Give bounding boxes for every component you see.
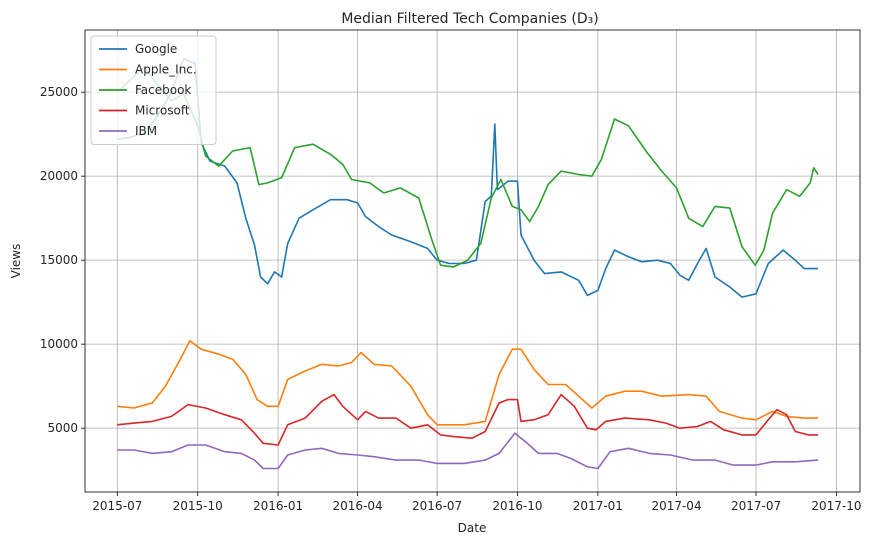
legend-label: Facebook [135,83,191,97]
y-tick-label: 25000 [40,85,78,99]
x-tick-label: 2016-10 [492,499,542,513]
legend: Google Apple_Inc. Facebook Microsoft IBM [90,35,217,145]
legend-box [90,35,217,145]
y-tick-label: 15000 [40,253,78,267]
x-tick-label: 2015-10 [173,499,223,513]
grid [85,30,860,492]
x-tick-label: 2016-01 [253,499,303,513]
x-axis: 2015-07 2015-10 2016-01 2016-04 2016-07 2016-… [92,492,861,513]
legend-label: Google [135,42,177,56]
x-tick-label: 2016-04 [333,499,383,513]
x-tick-label: 2017-01 [573,499,623,513]
series-line-apple-inc [117,339,819,426]
chart-title: Median Filtered Tech Companies (D₃) [341,11,598,27]
x-tick-label: 2017-04 [651,499,701,513]
legend-label: IBM [135,124,157,138]
legend-label: Microsoft [135,104,190,118]
y-tick-label: 20000 [40,169,78,183]
legend-label: Apple_Inc. [135,63,197,77]
x-tick-label: 2015-07 [92,499,142,513]
y-axis: 5000 10000 15000 20000 25000 [40,85,85,435]
x-tick-label: 2016-07 [412,499,462,513]
series-line-microsoft [117,393,819,446]
series-line-ibm [117,432,819,470]
x-axis-title: Date [458,521,487,535]
series-line-google [117,57,819,298]
plot-lines [116,57,819,470]
y-tick-label: 5000 [47,421,78,435]
x-tick-label: 2017-10 [811,499,861,513]
plot-frame [84,29,861,493]
series-line-facebook [116,66,819,268]
y-axis-title: Views [9,244,23,279]
x-tick-label: 2017-07 [731,499,781,513]
y-tick-label: 10000 [40,337,78,351]
